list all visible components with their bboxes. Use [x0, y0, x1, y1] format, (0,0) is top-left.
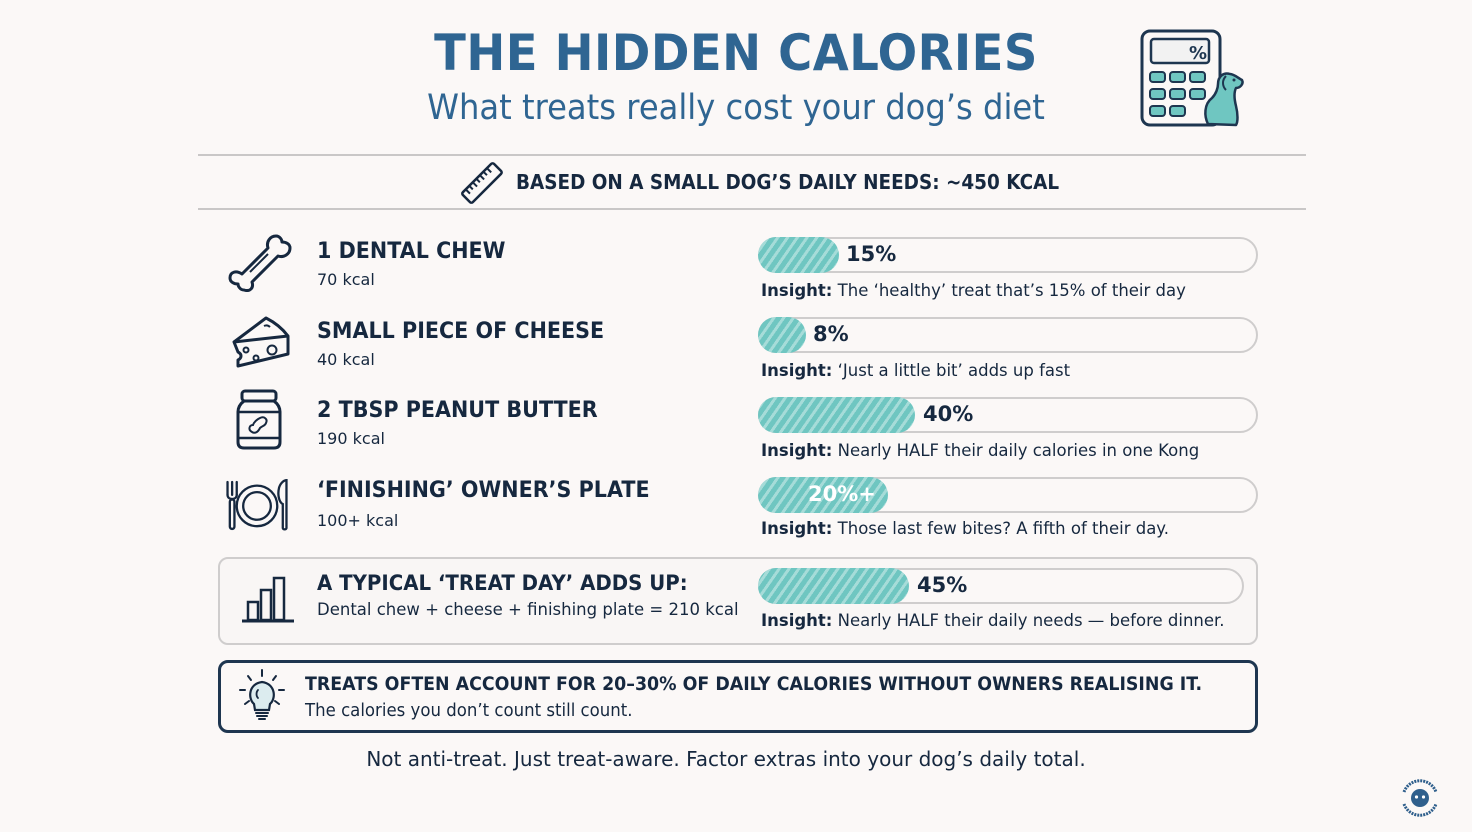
bar-chart-icon	[242, 576, 294, 623]
progress-bar: 45%	[757, 567, 1244, 604]
progress-bar: 15%	[757, 236, 1258, 273]
progress-fill	[757, 476, 888, 513]
insight-text: Insight: The ‘healthy’ treat that’s 15% …	[761, 281, 1186, 300]
percent-label: 8%	[813, 322, 849, 346]
calculator-with-dog-icon: %	[1140, 29, 1244, 127]
item-name: SMALL PIECE OF CHEESE	[317, 319, 605, 344]
item-kcal: 190 kcal	[317, 429, 385, 448]
item-name: ‘FINISHING’ OWNER’S PLATE	[317, 478, 650, 503]
percent-label: 40%	[923, 402, 974, 426]
insight-text: Insight: Nearly HALF their daily needs —…	[761, 611, 1225, 630]
item-name: 1 DENTAL CHEW	[317, 239, 506, 264]
daily-needs-baseline: BASED ON A SMALL DOG’S DAILY NEEDS: ~450…	[516, 170, 1060, 194]
insight-label: Insight:	[761, 519, 833, 538]
item-kcal: 40 kcal	[317, 350, 375, 369]
plate-cutlery-icon	[226, 478, 288, 531]
progress-fill	[757, 567, 909, 604]
summary-detail: Dental chew + cheese + finishing plate =…	[317, 600, 739, 619]
percent-label: 15%	[846, 242, 897, 266]
insight-body: Nearly HALF their daily needs — before d…	[837, 611, 1225, 630]
insight-text: Insight: ‘Just a little bit’ adds up fas…	[761, 361, 1070, 380]
insight-body: Those last few bites? A fifth of their d…	[837, 519, 1169, 538]
peanut-butter-jar-icon	[236, 389, 282, 450]
callout-subtitle: The calories you don’t count still count…	[305, 700, 633, 721]
lightbulb-icon	[239, 669, 285, 720]
insight-body: Nearly HALF their daily calories in one …	[837, 441, 1200, 460]
progress-bar: 40%	[757, 396, 1258, 433]
progress-bar: 20%+	[757, 476, 1258, 513]
progress-fill	[757, 236, 839, 273]
progress-fill	[757, 396, 915, 433]
insight-label: Insight:	[761, 441, 833, 460]
percent-label: 45%	[917, 573, 968, 597]
brand-logo	[1402, 779, 1438, 817]
ruler-icon	[461, 162, 503, 204]
insight-label: Insight:	[761, 611, 833, 630]
percent-label: 20%+	[808, 482, 876, 506]
divider-top	[198, 154, 1306, 156]
item-kcal: 100+ kcal	[317, 511, 399, 530]
page-subtitle: What treats really cost your dog’s diet	[427, 88, 1045, 128]
insight-body: The ‘healthy’ treat that’s 15% of their …	[837, 281, 1186, 300]
svg-text:%: %	[1189, 43, 1207, 64]
page-title: THE HIDDEN CALORIES	[434, 24, 1038, 82]
footer-note: Not anti-treat. Just treat-aware. Factor…	[366, 747, 1086, 771]
cheese-icon	[232, 316, 290, 368]
insight-label: Insight:	[761, 281, 833, 300]
insight-text: Insight: Those last few bites? A fifth o…	[761, 519, 1169, 538]
insight-label: Insight:	[761, 361, 833, 380]
item-kcal: 70 kcal	[317, 270, 375, 289]
progress-fill	[757, 316, 806, 353]
insight-text: Insight: Nearly HALF their daily calorie…	[761, 441, 1199, 460]
summary-title: A TYPICAL ‘TREAT DAY’ ADDS UP:	[317, 571, 688, 595]
key-fact-callout	[218, 660, 1258, 733]
item-name: 2 TBSP PEANUT BUTTER	[317, 398, 598, 423]
bone-icon	[228, 234, 292, 292]
progress-bar: 8%	[757, 316, 1258, 353]
insight-body: ‘Just a little bit’ adds up fast	[837, 361, 1071, 380]
callout-title: TREATS OFTEN ACCOUNT FOR 20–30% OF DAILY…	[305, 673, 1203, 695]
divider-bottom	[198, 208, 1306, 210]
